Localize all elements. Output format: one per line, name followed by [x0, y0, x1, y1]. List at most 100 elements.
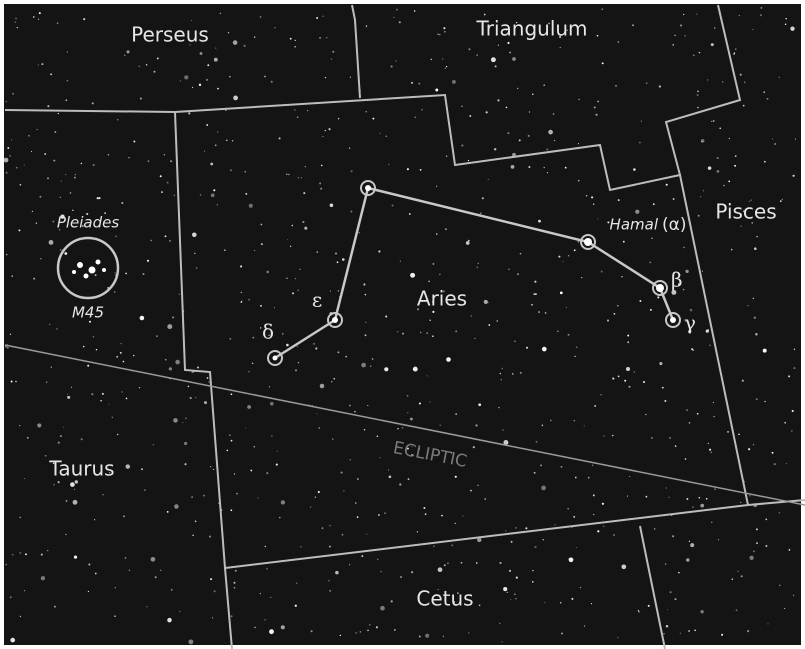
background-star	[629, 476, 630, 477]
background-star	[345, 356, 347, 358]
background-star	[297, 290, 299, 292]
background-star	[50, 73, 52, 75]
background-star	[498, 45, 499, 46]
background-star	[369, 624, 371, 626]
background-star	[683, 247, 684, 248]
background-star	[414, 10, 416, 12]
background-star	[744, 82, 745, 83]
background-star	[395, 60, 396, 61]
background-star	[629, 386, 631, 388]
background-star	[601, 271, 603, 273]
background-star	[568, 255, 570, 257]
star	[670, 317, 676, 323]
background-star	[281, 500, 285, 504]
background-star	[632, 24, 634, 26]
background-star	[392, 205, 394, 207]
background-star	[217, 131, 218, 132]
background-star	[126, 50, 129, 53]
background-star	[635, 210, 639, 214]
background-star	[534, 281, 536, 283]
background-star	[5, 564, 7, 566]
background-star	[269, 386, 270, 387]
background-star	[727, 431, 729, 433]
background-star	[229, 434, 230, 435]
background-star	[665, 563, 667, 565]
background-star	[593, 204, 594, 205]
background-star	[663, 633, 664, 634]
background-star	[623, 241, 625, 243]
background-star	[160, 175, 162, 177]
background-star	[789, 549, 791, 551]
background-star	[114, 272, 115, 273]
background-star	[672, 44, 674, 46]
star	[89, 267, 96, 274]
background-star	[386, 136, 387, 137]
background-star	[316, 251, 318, 253]
background-star	[307, 110, 308, 111]
background-star	[125, 557, 127, 559]
background-star	[784, 422, 786, 424]
background-star	[365, 111, 366, 112]
background-star	[633, 168, 636, 171]
background-star	[366, 25, 367, 26]
background-star	[151, 557, 156, 562]
background-star	[188, 639, 193, 644]
background-star	[67, 51, 68, 52]
background-star	[196, 267, 198, 269]
background-star	[74, 489, 75, 490]
background-star	[44, 153, 46, 155]
background-star	[19, 517, 21, 519]
background-star	[535, 293, 537, 295]
background-star	[213, 189, 215, 191]
background-star	[567, 508, 568, 509]
background-star	[122, 361, 124, 363]
background-star	[779, 585, 780, 586]
background-star	[245, 171, 246, 172]
background-star	[32, 211, 33, 212]
background-star	[603, 435, 604, 436]
background-star	[11, 381, 13, 383]
background-star	[385, 315, 387, 317]
background-star	[669, 497, 670, 498]
background-star	[241, 292, 243, 294]
background-star	[231, 393, 233, 395]
background-star	[245, 427, 246, 428]
background-star	[517, 88, 518, 89]
background-star	[468, 240, 470, 242]
background-star	[182, 422, 183, 423]
background-star	[331, 381, 332, 382]
background-star	[203, 495, 205, 497]
background-star	[719, 127, 721, 129]
background-star	[349, 564, 350, 565]
background-star	[365, 334, 367, 336]
background-star	[330, 204, 334, 208]
background-star	[767, 623, 768, 624]
background-star	[529, 111, 530, 112]
background-star	[24, 165, 25, 166]
background-star	[116, 356, 118, 358]
background-star	[269, 629, 274, 634]
background-star	[397, 428, 398, 429]
background-star	[388, 164, 389, 165]
background-star	[319, 427, 320, 428]
background-star	[12, 93, 14, 95]
background-star	[245, 193, 247, 195]
background-star	[739, 15, 740, 16]
background-star	[584, 425, 585, 426]
background-star	[494, 148, 496, 150]
background-star	[279, 137, 281, 139]
background-star	[342, 534, 344, 536]
constellation-label: Pisces	[715, 200, 776, 224]
star-letter: (α)	[662, 215, 686, 235]
background-star	[749, 495, 751, 497]
star	[102, 268, 106, 272]
background-star	[244, 45, 246, 47]
background-star	[484, 300, 488, 304]
background-star	[618, 199, 620, 201]
background-star	[560, 47, 561, 48]
background-star	[429, 401, 430, 402]
background-star	[174, 504, 178, 508]
background-star	[372, 118, 374, 120]
background-star	[708, 166, 712, 170]
background-star	[624, 380, 626, 382]
